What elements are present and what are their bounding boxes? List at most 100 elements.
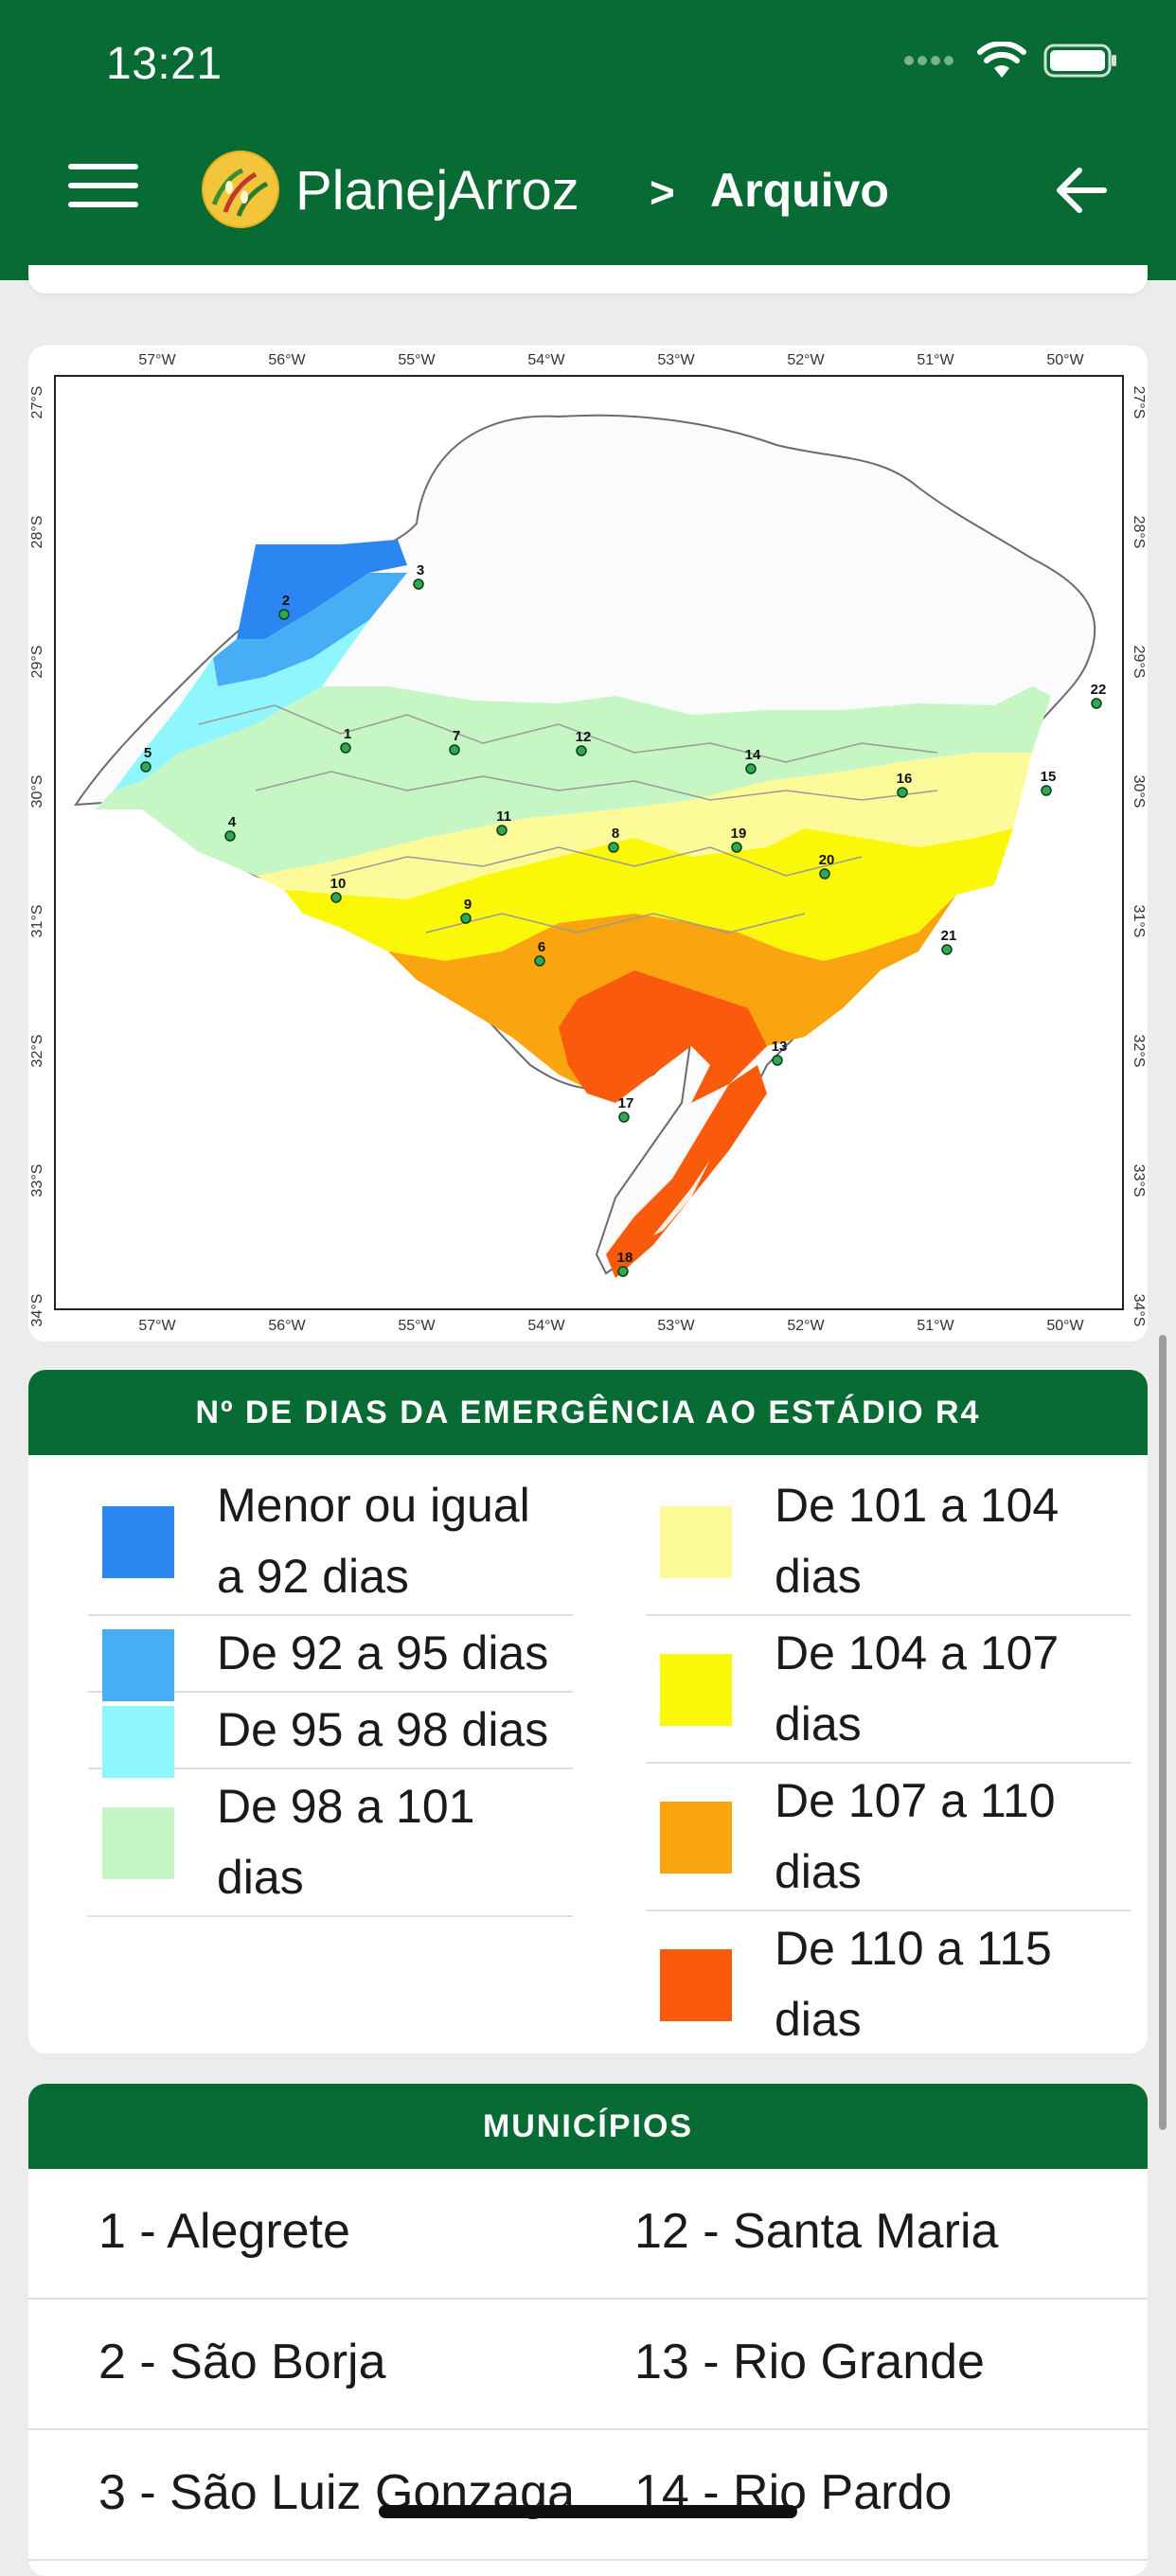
previous-card-edge <box>28 265 1148 293</box>
map-point-marker <box>140 761 151 773</box>
legend-item: De 110 a 115 dias <box>646 1911 1131 2053</box>
map-point-label: 4 <box>228 814 237 830</box>
map-tick-label: 28°S <box>1131 516 1147 549</box>
breadcrumb-current: Arquivo <box>710 164 889 217</box>
map-point-marker <box>1091 698 1102 709</box>
map-point-marker <box>617 1266 629 1277</box>
map-point-label: 2 <box>282 593 290 609</box>
legend-left-column: Menor ou igual a 92 dias De 92 a 95 dias… <box>88 1468 573 1917</box>
map-point-label: 20 <box>819 852 835 868</box>
zone-92-95 <box>213 573 407 686</box>
legend-swatch <box>660 1802 732 1874</box>
nav-bar: PlanejArroz > Arquivo <box>0 142 1176 237</box>
map-point-marker <box>340 742 351 754</box>
signal-icon <box>904 56 953 65</box>
map-tick-label: 54°W <box>527 352 565 368</box>
legend-title: Nº DE DIAS DA EMERGÊNCIA AO ESTÁDIO R4 <box>28 1370 1148 1455</box>
municipio-row: 3 - São Luiz Gonzaga 14 - Rio Pardo <box>28 2430 1148 2561</box>
map-point-marker <box>941 944 953 955</box>
back-arrow-icon[interactable] <box>1053 165 1110 216</box>
legend-label: De 98 a 101 dias <box>217 1780 475 1904</box>
map-point-label: 14 <box>745 747 761 763</box>
map-point-label: 18 <box>617 1250 633 1266</box>
app-header: 13:21 Plan <box>0 0 1176 280</box>
map-point-marker <box>496 825 508 836</box>
legend-item: De 107 a 110 dias <box>646 1764 1131 1911</box>
zone-110-115-coast <box>606 1065 767 1278</box>
legend-label: De 92 a 95 dias <box>217 1626 549 1679</box>
map-tick-label: 50°W <box>1046 1318 1084 1334</box>
map-point-marker <box>330 892 342 903</box>
map-point-label: 5 <box>144 745 151 761</box>
wifi-icon <box>977 42 1026 78</box>
map-point-label: 21 <box>941 928 957 944</box>
map-tick-label: 30°S <box>29 775 45 808</box>
legend-item: Menor ou igual a 92 dias <box>88 1468 573 1616</box>
map-tick-label: 33°S <box>29 1164 45 1198</box>
legend-item: De 104 a 107 dias <box>646 1616 1131 1764</box>
municipios-title: MUNICÍPIOS <box>28 2084 1148 2169</box>
legend-label: De 104 a 107 dias <box>775 1626 1060 1750</box>
map-point-marker <box>278 609 290 620</box>
municipio-row: 1 - Alegrete 12 - Santa Maria <box>28 2169 1148 2300</box>
map-tick-label: 32°S <box>1131 1035 1147 1068</box>
municipios-card: MUNICÍPIOS 1 - Alegrete 12 - Santa Maria… <box>28 2084 1148 2576</box>
map-tick-label: 52°W <box>787 1318 825 1334</box>
map-point-marker <box>534 955 545 967</box>
legend-swatch <box>660 1506 732 1578</box>
map-point-label: 6 <box>538 939 545 955</box>
map-point-label: 16 <box>897 771 913 787</box>
zone-98-101 <box>95 686 1051 876</box>
home-indicator[interactable] <box>379 2505 797 2518</box>
scrollbar[interactable] <box>1159 1335 1167 2130</box>
map-point-label: 10 <box>330 876 347 892</box>
map-point-label: 15 <box>1041 769 1057 785</box>
legend-item: De 92 a 95 dias <box>88 1616 573 1701</box>
map-point-marker <box>224 830 236 842</box>
battery-icon <box>1043 44 1116 78</box>
map-ticks-top: 57°W 56°W 55°W 54°W 53°W 52°W 51°W 50°W <box>138 352 1084 368</box>
status-icons <box>903 42 1119 80</box>
breadcrumb-separator: > <box>650 168 675 217</box>
map-point-marker <box>618 1111 630 1123</box>
map-tick-label: 29°S <box>29 646 45 679</box>
map-tick-label: 31°S <box>29 905 45 938</box>
map-point-marker <box>772 1055 783 1066</box>
map-ticks-left: 27°S 28°S 29°S 30°S 31°S 32°S 33°S 34°S <box>29 386 45 1327</box>
map-point-label: 13 <box>772 1039 788 1055</box>
map-point-label: 22 <box>1091 682 1107 698</box>
municipio-item: 2 - São Borja <box>98 2335 386 2389</box>
planejarroz-logo <box>202 151 279 228</box>
municipio-item: 13 - Rio Grande <box>634 2335 985 2389</box>
map-tick-label: 27°S <box>1131 386 1147 419</box>
map-point-marker <box>897 787 908 798</box>
map-tick-label: 51°W <box>917 1318 954 1334</box>
municipio-item: 1 - Alegrete <box>98 2204 350 2259</box>
legend-swatch <box>102 1506 174 1578</box>
map-tick-label: 28°S <box>29 516 45 549</box>
municipio-row: 2 - São Borja 13 - Rio Grande <box>28 2300 1148 2430</box>
legend-item: De 101 a 104 dias <box>646 1468 1131 1616</box>
map-point-marker <box>731 842 742 853</box>
legend-swatch <box>102 1706 174 1778</box>
zone-104-107 <box>284 828 1013 961</box>
map-point-marker <box>1041 785 1052 796</box>
map-point-label: 17 <box>618 1095 634 1111</box>
map-tick-label: 32°S <box>29 1035 45 1068</box>
map-point-marker <box>608 842 619 853</box>
map-point-label: 9 <box>464 897 472 913</box>
zone-110-115 <box>559 970 767 1103</box>
map-tick-label: 53°W <box>657 352 695 368</box>
map-point-marker <box>576 745 587 756</box>
map-tick-label: 30°S <box>1131 775 1147 808</box>
map-tick-label: 33°S <box>1131 1164 1147 1198</box>
menu-icon[interactable] <box>68 164 138 211</box>
map-tick-label: 53°W <box>657 1318 695 1334</box>
map-tick-label: 55°W <box>398 1318 436 1334</box>
map-point-marker <box>745 763 757 774</box>
legend-label: De 110 a 115 dias <box>775 1922 1052 2046</box>
map-tick-label: 50°W <box>1046 352 1084 368</box>
map-tick-label: 54°W <box>527 1318 565 1334</box>
map-tick-label: 29°S <box>1131 646 1147 679</box>
